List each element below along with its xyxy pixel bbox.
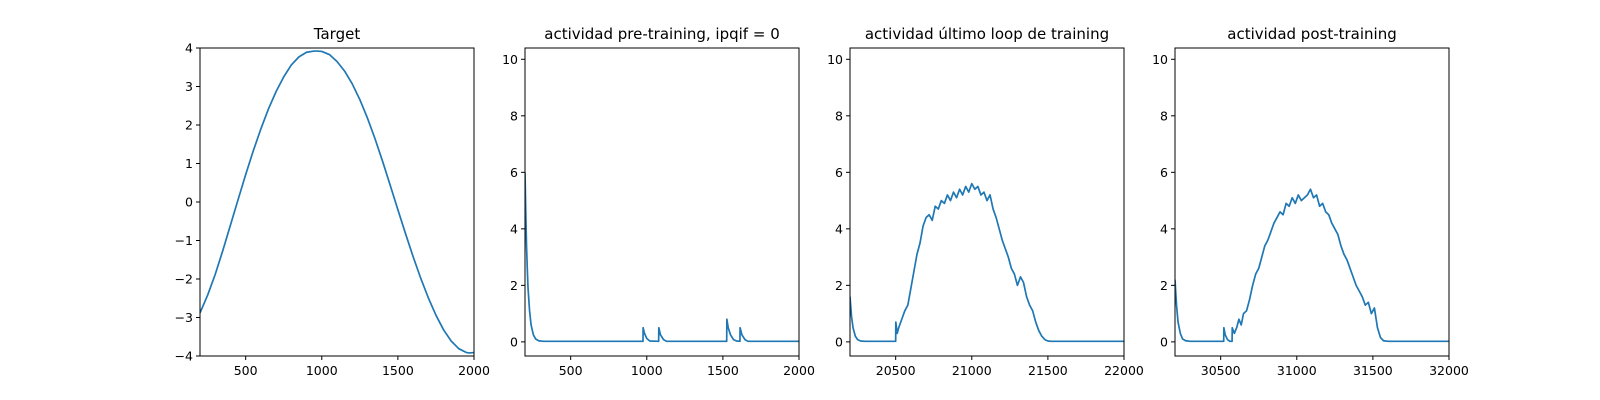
y-tick-label: 0 <box>185 195 193 210</box>
subplot-last-training-loop: actividad último loop de training 20500 2… <box>827 25 1144 378</box>
y-tick-label: −4 <box>175 349 193 364</box>
chart-title: actividad post-training <box>1227 25 1396 43</box>
y-tick-label: 2 <box>185 118 193 133</box>
x-tick-label: 22000 <box>1104 363 1144 378</box>
series-line <box>850 182 1124 343</box>
x-tick-label: 2000 <box>783 363 815 378</box>
axes-frame <box>849 47 1125 357</box>
y-tick-label: 8 <box>510 108 518 123</box>
chart-title: Target <box>313 25 361 43</box>
x-tick-label: 500 <box>559 363 583 378</box>
series-line <box>525 172 799 343</box>
y-tick-label: 0 <box>1160 334 1168 349</box>
y-tick-label: 2 <box>835 278 843 293</box>
subplot-post-training: actividad post-training 30500 31000 31500 3… <box>1152 25 1469 378</box>
series-line <box>1175 188 1449 343</box>
y-tick-label: 0 <box>835 334 843 349</box>
y-tick-label: −1 <box>175 233 193 248</box>
subplot-pre-training: actividad pre-training, ipqif = 0 500 100… <box>502 25 815 378</box>
y-tick-label: 2 <box>1160 278 1168 293</box>
x-tick-label: 2000 <box>458 363 490 378</box>
x-tick-label: 31500 <box>1353 363 1393 378</box>
x-tick-label: 1000 <box>306 363 338 378</box>
x-tick-label: 31000 <box>1277 363 1317 378</box>
y-tick-label: 4 <box>835 221 843 236</box>
y-tick-label: −2 <box>175 272 193 287</box>
y-tick-label: 10 <box>1152 52 1168 67</box>
y-tick-label: 10 <box>827 52 843 67</box>
axes-frame <box>524 47 800 357</box>
x-tick-label: 32000 <box>1429 363 1469 378</box>
x-tick-label: 21500 <box>1028 363 1068 378</box>
y-tick-label: 6 <box>835 165 843 180</box>
x-tick-label: 1500 <box>707 363 739 378</box>
y-tick-label: 3 <box>185 79 193 94</box>
y-tick-label: 4 <box>1160 221 1168 236</box>
series-line <box>200 50 474 354</box>
x-tick-label: 1500 <box>382 363 414 378</box>
y-tick-label: 0 <box>510 334 518 349</box>
y-tick-label: 2 <box>510 278 518 293</box>
y-tick-label: 8 <box>1160 108 1168 123</box>
y-tick-label: 8 <box>835 108 843 123</box>
y-tick-label: 1 <box>185 156 193 171</box>
y-tick-label: −3 <box>175 310 193 325</box>
x-tick-label: 500 <box>234 363 258 378</box>
subplot-target: Target 500 1000 1500 2000 −4 −3 −2 −1 0 1 2 3 4 <box>175 25 490 378</box>
y-tick-label: 6 <box>510 165 518 180</box>
chart-title: actividad pre-training, ipqif = 0 <box>544 25 780 43</box>
y-tick-label: 4 <box>510 221 518 236</box>
chart-title: actividad último loop de training <box>865 25 1109 43</box>
x-tick-label: 21000 <box>952 363 992 378</box>
axes-frame <box>1174 47 1450 357</box>
y-tick-label: 4 <box>185 41 193 56</box>
x-tick-label: 1000 <box>631 363 663 378</box>
y-tick-label: 6 <box>1160 165 1168 180</box>
x-tick-label: 20500 <box>876 363 916 378</box>
x-tick-label: 30500 <box>1201 363 1241 378</box>
y-tick-label: 10 <box>502 52 518 67</box>
